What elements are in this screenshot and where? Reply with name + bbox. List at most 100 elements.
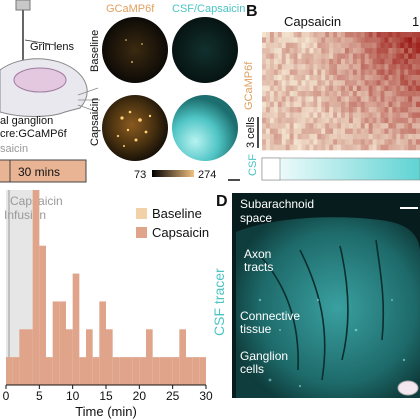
heatmap-cell: [380, 53, 385, 60]
heatmap-cell: [301, 74, 306, 81]
bar-capsaicin: [32, 190, 40, 385]
heatmap-cell: [329, 144, 334, 151]
bar-capsaicin: [166, 357, 173, 385]
heatmap-cell: [329, 74, 334, 81]
whiskers-icon: [77, 87, 100, 113]
annotation-connective-1: Connective: [240, 309, 300, 323]
bar-capsaicin: [86, 329, 93, 385]
panel-a: Grin lens al ganglion cre:GCaMP6f saicin…: [0, 0, 245, 183]
heatmap-cell: [341, 128, 346, 135]
heatmap-cell: [289, 133, 294, 140]
heatmap-cell: [376, 139, 381, 145]
heatmap-cell: [344, 107, 350, 113]
heatmap-cell: [408, 117, 413, 124]
heatmap-cell: [333, 42, 338, 49]
heatmap-cell: [277, 85, 283, 92]
heatmap-cell: [372, 32, 377, 38]
heatmap-cell: [341, 91, 346, 97]
heatmap-cell: [344, 101, 350, 108]
heatmap-cell: [344, 64, 350, 70]
heatmap-cell: [269, 144, 275, 151]
heatmap-cell: [301, 69, 306, 76]
heatmap-cell: [348, 107, 354, 113]
heatmap-cell: [321, 96, 326, 103]
heatmap-cell: [356, 128, 362, 135]
heatmap-cell: [273, 107, 279, 113]
heatmap-cell: [325, 74, 330, 81]
heatmap-cell: [364, 37, 369, 44]
heatmap-cell: [313, 80, 318, 86]
heatmap-cell: [297, 96, 302, 103]
heatmap-cell: [273, 91, 279, 97]
heatmap-cell: [301, 64, 306, 70]
legend-label-baseline: Baseline: [152, 206, 202, 221]
heatmap-cell: [344, 80, 350, 86]
heatmap-cell: [376, 37, 381, 44]
heatmap-cell: [388, 133, 393, 140]
heatmap-cell: [352, 80, 358, 86]
heatmap-cell: [360, 139, 365, 145]
heatmap-cell: [376, 107, 381, 113]
heatmap-cell: [333, 128, 338, 135]
heatmap-cell: [416, 96, 420, 103]
heatmap-cell: [341, 107, 346, 113]
heatmap-cell: [305, 128, 310, 135]
heatmap-cell: [348, 42, 354, 49]
heatmap-cell: [321, 80, 326, 86]
heatmap-cell: [285, 133, 290, 140]
heatmap-cell: [329, 96, 334, 103]
heatmap-cell: [309, 144, 314, 151]
calcium-heatmap: [262, 32, 420, 151]
heatmap-cell: [376, 48, 381, 54]
heatmap-cell: [297, 107, 302, 113]
heatmap-cell: [317, 112, 322, 119]
heatmap-cell: [408, 85, 413, 92]
heatmap-cell: [388, 139, 393, 145]
heatmap-cell: [321, 53, 326, 60]
heatmap-cell: [337, 74, 342, 81]
heatmap-cell: [313, 69, 318, 76]
heatmap-cell: [388, 58, 393, 65]
heatmap-cell: [337, 144, 342, 151]
panel-b-letter: B: [246, 3, 258, 20]
heatmap-cell: [269, 96, 275, 103]
heatmap-cell: [392, 80, 397, 86]
heatmap-cell: [317, 85, 322, 92]
bar-capsaicin: [59, 301, 66, 385]
heatmap-cell: [416, 117, 420, 124]
heatmap-cell: [305, 64, 310, 70]
heatmap-cell: [356, 101, 362, 108]
heatmap-cell: [309, 112, 314, 119]
heatmap-cell: [265, 96, 271, 103]
heatmap-cell: [356, 53, 362, 60]
heatmap-cell: [408, 128, 413, 135]
heatmap-cell: [408, 53, 413, 60]
heatmap-cell: [416, 101, 420, 108]
heatmap-cell: [404, 117, 409, 124]
heatmap-cell: [344, 91, 350, 97]
heatmap-cell: [265, 117, 271, 124]
heatmap-cell: [281, 74, 286, 81]
heatmap-cell: [348, 133, 354, 140]
heatmap-cell: [337, 32, 342, 38]
heatmap-cell: [317, 64, 322, 70]
heatmap-cell: [408, 139, 413, 145]
heatmap-cell: [277, 53, 283, 60]
heatmap-cell: [392, 101, 397, 108]
heatmap-cell: [325, 64, 330, 70]
heatmap-cell: [273, 144, 279, 151]
scale-min: 73: [134, 169, 146, 181]
heatmap-cell: [289, 128, 294, 135]
heatmap-cell: [404, 80, 409, 86]
heatmap-cell: [408, 101, 413, 108]
bar-capsaicin: [12, 357, 20, 385]
heatmap-cell: [325, 96, 330, 103]
annotation-axon-2: tracts: [244, 260, 273, 274]
heatmap-cell: [269, 101, 275, 108]
heatmap-cell: [344, 48, 350, 54]
legend-swatch-capsaicin: [136, 227, 147, 238]
heatmap-cell: [412, 112, 417, 119]
heatmap-cell: [281, 32, 286, 38]
heatmap-cell: [412, 133, 417, 140]
heatmap-cell: [325, 80, 330, 86]
